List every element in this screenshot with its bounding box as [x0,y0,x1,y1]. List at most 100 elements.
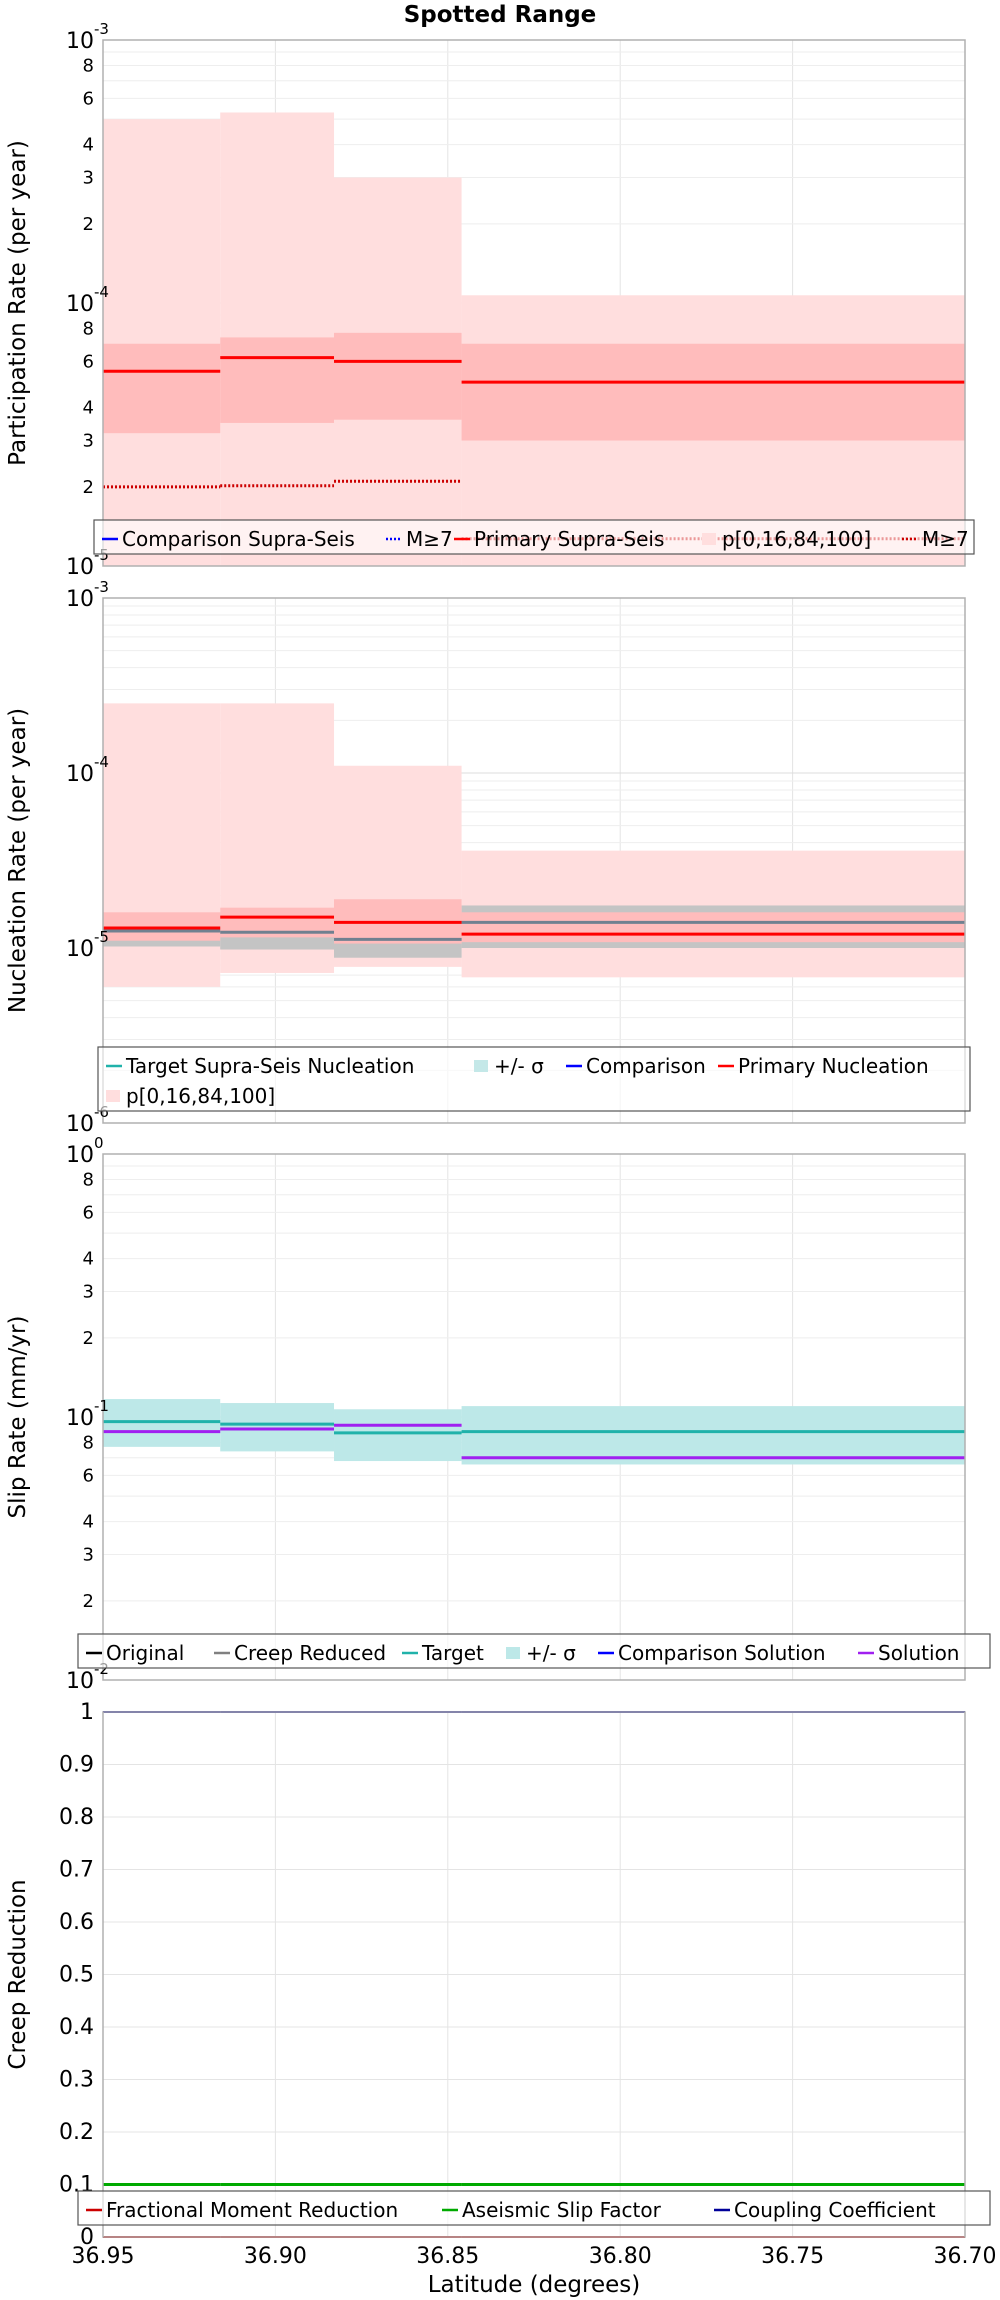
y-tick-label: 0.3 [59,2068,94,2093]
y-tick-label: 4 [83,135,94,156]
y-tick: 3 [83,431,94,452]
legend-label: Creep Reduced [234,1641,386,1665]
y-tick: 0.5 [59,1963,94,1988]
y-tick: 0 [80,2225,94,2250]
y-tick: 0.3 [59,2068,94,2093]
y-tick-exponent: 0 [94,1134,104,1152]
series-2 [103,479,965,541]
y-tick-label: 10 [66,937,94,962]
y-tick: 2 [83,214,94,235]
y-tick-label: 0.4 [59,2015,94,2040]
series-1 [103,356,965,384]
y-tick-label: 3 [83,1282,94,1303]
y-tick-label: 8 [83,55,94,76]
y-tick-label: 0.9 [59,1753,94,1778]
legend-label: Original [106,1641,184,1665]
legend-item: Primary Supra-Seis [454,527,664,551]
y-tick: 4 [83,1249,94,1270]
legend-box [77,2190,991,2226]
band-segment [220,1403,335,1452]
plot-frame [102,597,966,1124]
y-tick-label: 10 [66,555,94,580]
legend-box [93,519,975,555]
y-tick-label: 2 [83,1328,94,1349]
y-tick: 0.9 [59,1753,94,1778]
legend-item: Comparison Solution [598,1641,826,1665]
y-tick-exponent: -1 [94,1397,109,1415]
band-segment [334,1409,462,1462]
legend-item: Coupling Coefficient [714,2198,936,2222]
legend-item: +/- σ [474,1054,544,1078]
y-tick: 4 [83,398,94,419]
series-1 [103,920,965,941]
legend-item: Fractional Moment Reduction [86,2198,398,2222]
y-axis-label: Creep Reduction [5,1879,31,2069]
plot-frame [102,1153,966,1681]
y-tick-label: 3 [83,1545,94,1566]
legend: Original Creep Reduced Target +/- σ Comparis… [77,1633,991,1669]
legend-label: p[0,16,84,100] [126,1084,275,1108]
y-tick: 0.7 [59,1858,94,1883]
x-tick-label: 36.90 [244,2244,307,2269]
y-tick: 2 [83,1328,94,1349]
legend-label: Comparison [586,1054,706,1078]
y-tick: 6 [83,351,94,372]
series-2 [103,1423,965,1460]
band-segment [334,332,462,420]
legend-label: Target [421,1641,484,1665]
y-tick-label: 0.5 [59,1963,94,1988]
legend-item: Comparison Supra-Seis [102,527,355,551]
y-tick-label: 3 [83,431,94,452]
legend-box [77,1633,991,1669]
x-tick-label: 36.75 [761,2244,824,2269]
legend-item: Target Supra-Seis Nucleation [106,1054,414,1078]
y-tick-label: 6 [83,351,94,372]
legend-label: M≥7 [922,527,969,551]
y-tick-label: 4 [83,1512,94,1533]
legend-label: Fractional Moment Reduction [106,2198,398,2222]
y-tick-label: 2 [83,214,94,235]
y-tick-label: 10 [66,29,94,54]
x-tick-label: 36.95 [72,2244,135,2269]
legend-item: M≥7 [902,527,969,551]
chart-title: Spotted Range [404,2,597,28]
y-axis-label: Nucleation Rate (per year) [5,708,31,1013]
legend-item: Comparison [566,1054,706,1078]
legend-item: Solution [858,1641,959,1665]
band-segment [461,1406,965,1465]
legend-swatch [106,1090,120,1102]
y-tick: 10 0 [66,1134,104,1168]
band-2 [103,332,965,441]
band-segment [220,337,335,423]
y-tick: 10 -1 [66,1397,109,1431]
legend-item: Target [402,1641,484,1665]
plot-frame [102,39,966,567]
legend-label: Primary Supra-Seis [474,527,664,551]
legend-swatch [474,1060,488,1072]
y-tick: 4 [83,1512,94,1533]
y-tick: 3 [83,168,94,189]
y-tick: 3 [83,1282,94,1303]
y-tick-label: 8 [83,1169,94,1190]
y-axis-label: Participation Rate (per year) [5,140,31,466]
legend-item: Aseismic Slip Factor [442,2198,662,2222]
legend-label: +/- σ [526,1641,576,1665]
y-tick-label: 10 [66,1669,94,1694]
y-tick: 0.8 [59,1805,94,1830]
legend-label: M≥7 [406,527,453,551]
y-tick-label: 10 [66,1406,94,1431]
legend-swatch [702,533,716,545]
y-tick-exponent: -5 [94,928,109,946]
y-tick-label: 2 [83,477,94,498]
y-tick-label: 10 [66,587,94,612]
legend: Comparison Supra-Seis M≥7 Primary Supra-Se… [93,519,975,555]
x-tick-label: 36.85 [416,2244,479,2269]
legend-item: Original [86,1641,184,1665]
y-tick-label: 4 [83,1249,94,1270]
legend-label: p[0,16,84,100] [722,527,871,551]
y-tick-label: 6 [83,88,94,109]
